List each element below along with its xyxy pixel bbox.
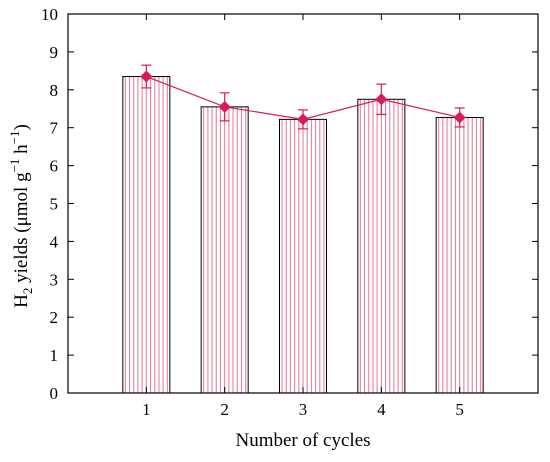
bar-4	[357, 98, 406, 394]
ticks-group: 0 1 2 3 4 5 6 7 8 9 10 1 2 3 4 5	[41, 5, 538, 419]
x-tick-label: 5	[455, 400, 464, 419]
x-tick-label: 3	[299, 400, 308, 419]
y-axis-title-end: )	[11, 124, 32, 130]
bar-3	[279, 118, 327, 394]
series-line-layer	[140, 64, 466, 130]
x-tick-label: 2	[220, 400, 229, 419]
x-tick-label: 4	[377, 400, 386, 419]
y-tick-label: 9	[50, 43, 59, 62]
y-tick-label: 10	[41, 5, 58, 24]
data-point-3	[297, 113, 309, 126]
x-tick-label: 1	[142, 400, 151, 419]
y-axis-title-main: H	[11, 294, 32, 308]
y-axis-title-subscript: 2	[20, 288, 35, 295]
y-tick-label: 1	[50, 346, 59, 365]
data-point-5	[453, 111, 466, 124]
bars-group	[122, 76, 484, 394]
x-axis-title: Number of cycles	[235, 430, 370, 451]
data-point-4	[375, 93, 388, 106]
y-tick-label: 2	[50, 308, 59, 327]
y-tick-label: 4	[50, 232, 59, 251]
y-axis-title-exp2: −1	[7, 130, 22, 144]
y-tick-label: 7	[50, 119, 59, 138]
y-tick-label: 5	[50, 195, 59, 214]
data-point-1	[140, 70, 153, 83]
y-tick-label: 6	[50, 157, 59, 176]
data-point-2	[218, 100, 231, 113]
y-axis-title-exp1: −1	[7, 159, 22, 173]
bar-5	[435, 116, 484, 394]
bar-2	[200, 106, 249, 394]
y-axis-title-mid: h	[11, 144, 32, 159]
y-tick-label: 8	[50, 81, 59, 100]
bar-1	[122, 76, 171, 394]
y-tick-label: 3	[50, 270, 59, 289]
y-axis-title: H2 yields (μmol g−1 h−1)	[7, 124, 35, 308]
y-axis-title-rest: yields (μmol g	[11, 172, 32, 288]
y-tick-label: 0	[50, 384, 59, 403]
